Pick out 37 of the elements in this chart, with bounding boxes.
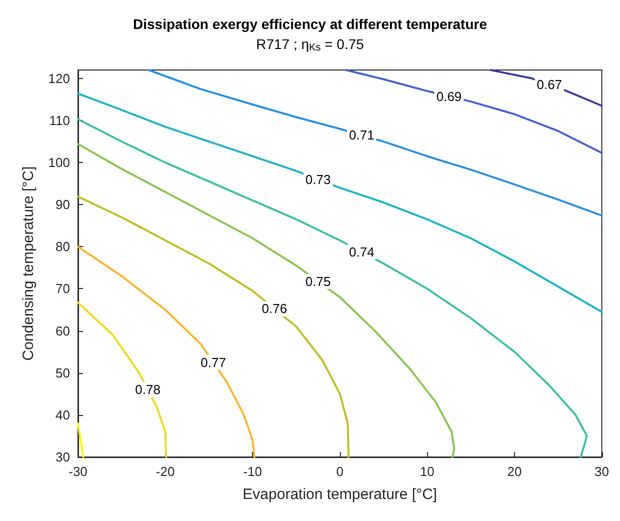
x-tick-label: 30: [594, 464, 610, 479]
series-label: 0.73: [305, 172, 331, 187]
line-series: [77, 246, 256, 458]
series-label: 0.75: [305, 274, 331, 289]
line-series: [148, 69, 603, 217]
y-tick-label: 110: [49, 112, 70, 128]
x-tick-label: 0: [336, 464, 344, 479]
y-tick-label: 80: [56, 239, 70, 254]
x-tick-label: -10: [243, 464, 262, 479]
chart-title: Dissipation exergy efficiency at different temperature: [133, 16, 488, 32]
y-tick-label: 40: [56, 407, 70, 422]
line-series: [77, 143, 456, 458]
y-axis-title: Condensing temperature [°C]: [20, 166, 37, 361]
series-label: 0.71: [349, 128, 374, 143]
y-tick-label: 120: [48, 70, 70, 86]
y-tick-label: 50: [56, 365, 70, 380]
line-series: [77, 118, 588, 458]
x-tick-label: 10: [420, 464, 434, 479]
line-series: [344, 69, 603, 154]
line-series: [77, 302, 168, 458]
series-label: 0.74: [349, 244, 374, 260]
series-label: 0.78: [135, 382, 160, 398]
y-tick-label: 70: [56, 281, 70, 296]
series-label: 0.67: [536, 77, 562, 92]
x-tick-label: 20: [507, 464, 522, 479]
series-label: 0.76: [262, 301, 288, 316]
x-tick-label: -20: [156, 464, 175, 479]
y-tick-label: 90: [56, 197, 70, 212]
series-label: 0.69: [436, 88, 462, 104]
x-axis-title: Evaporation temperature [°C]: [242, 486, 438, 503]
y-tick-label: 60: [56, 323, 70, 338]
line-series: [77, 196, 350, 458]
line-series: [77, 92, 603, 313]
series-label: 0.77: [200, 354, 226, 370]
x-tick-label: -30: [68, 464, 88, 479]
y-tick-label: 100: [48, 155, 70, 170]
y-tick-label: 30: [56, 450, 70, 464]
